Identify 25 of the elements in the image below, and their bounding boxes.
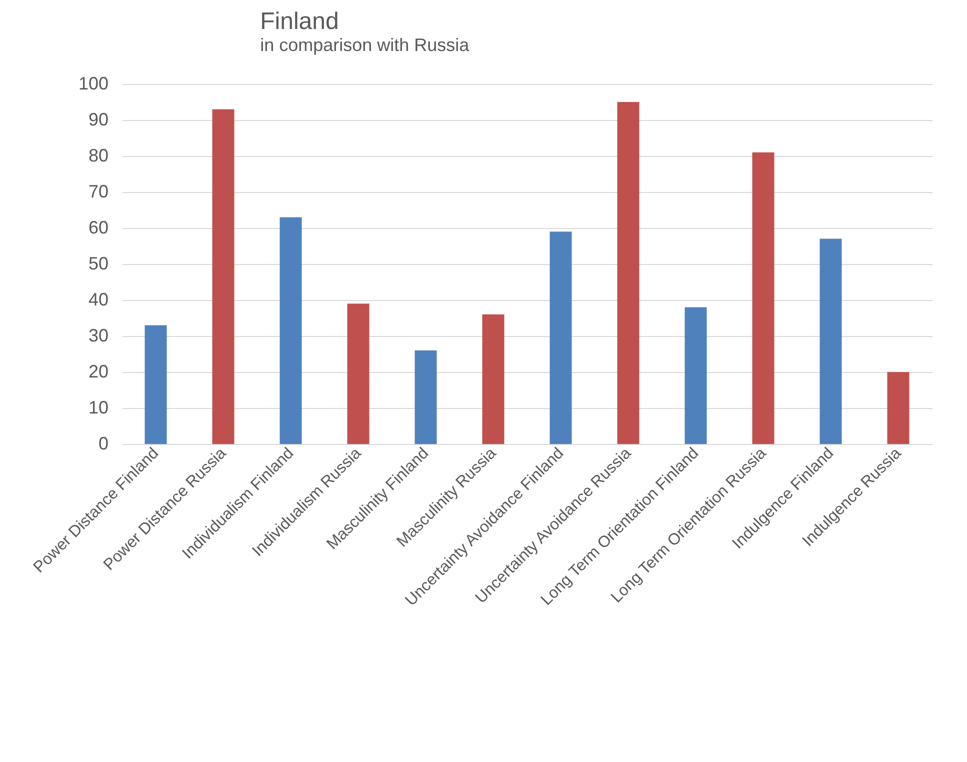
y-tick-label: 100: [78, 74, 108, 94]
y-tick-label: 10: [88, 398, 108, 418]
bar: [820, 238, 842, 444]
bar: [887, 372, 910, 444]
bar: [144, 325, 167, 444]
y-tick-label: 80: [88, 146, 108, 166]
y-tick-label: 50: [88, 254, 108, 274]
bar: [550, 232, 572, 444]
y-tick-label: 0: [98, 434, 108, 454]
chart-subtitle: in comparison with Russia: [260, 35, 470, 55]
y-tick-label: 60: [88, 218, 108, 238]
bar: [617, 102, 640, 444]
bar: [212, 109, 234, 444]
bar: [280, 217, 302, 444]
y-tick-label: 70: [88, 182, 108, 202]
y-tick-label: 20: [88, 362, 108, 382]
chart-title: Finland: [260, 8, 339, 35]
bar: [752, 152, 774, 444]
y-tick-label: 40: [88, 290, 108, 310]
bar: [684, 307, 707, 444]
bar: [482, 314, 504, 444]
bar: [347, 304, 370, 444]
y-tick-label: 30: [88, 326, 108, 346]
y-tick-label: 90: [88, 110, 108, 130]
bar: [414, 350, 437, 444]
